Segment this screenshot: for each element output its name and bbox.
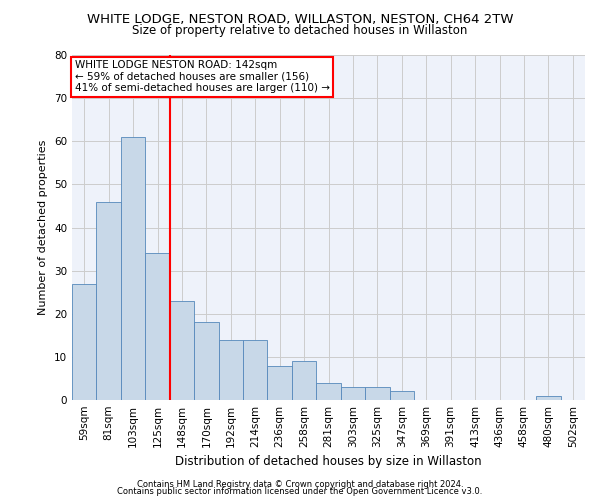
Text: WHITE LODGE NESTON ROAD: 142sqm
← 59% of detached houses are smaller (156)
41% o: WHITE LODGE NESTON ROAD: 142sqm ← 59% of…: [74, 60, 329, 94]
Bar: [218, 340, 243, 400]
Bar: [536, 396, 560, 400]
Bar: [292, 361, 316, 400]
Bar: [316, 383, 341, 400]
Bar: [170, 301, 194, 400]
Bar: [243, 340, 268, 400]
Text: WHITE LODGE, NESTON ROAD, WILLASTON, NESTON, CH64 2TW: WHITE LODGE, NESTON ROAD, WILLASTON, NES…: [87, 12, 513, 26]
Bar: [145, 254, 170, 400]
Text: Contains public sector information licensed under the Open Government Licence v3: Contains public sector information licen…: [118, 487, 482, 496]
Bar: [365, 387, 389, 400]
Bar: [389, 392, 414, 400]
X-axis label: Distribution of detached houses by size in Willaston: Distribution of detached houses by size …: [175, 456, 482, 468]
Bar: [97, 202, 121, 400]
Text: Size of property relative to detached houses in Willaston: Size of property relative to detached ho…: [133, 24, 467, 37]
Bar: [341, 387, 365, 400]
Bar: [194, 322, 218, 400]
Y-axis label: Number of detached properties: Number of detached properties: [38, 140, 49, 315]
Bar: [72, 284, 97, 400]
Text: Contains HM Land Registry data © Crown copyright and database right 2024.: Contains HM Land Registry data © Crown c…: [137, 480, 463, 489]
Bar: [121, 137, 145, 400]
Bar: [268, 366, 292, 400]
